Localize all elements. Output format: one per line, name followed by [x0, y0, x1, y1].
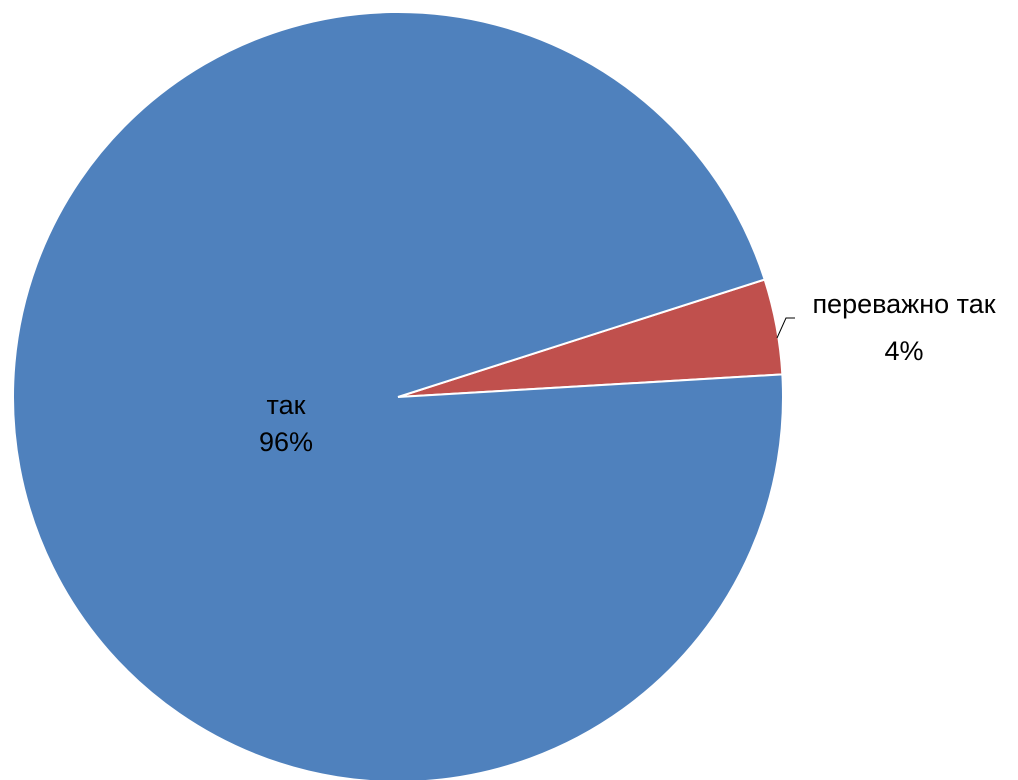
slice-value-tak: 96% — [259, 427, 313, 457]
pie-slices — [12, 11, 784, 780]
slice-label-tak: так — [267, 390, 306, 420]
leader-line-perevazhno-tak — [776, 317, 795, 339]
pie-labels: так 96% переважно так 4% — [259, 289, 996, 457]
slice-value-perevazhno-tak: 4% — [884, 336, 923, 366]
slice-label-perevazhno-tak: переважно так — [812, 289, 995, 319]
pie-slice-tak — [12, 11, 784, 780]
